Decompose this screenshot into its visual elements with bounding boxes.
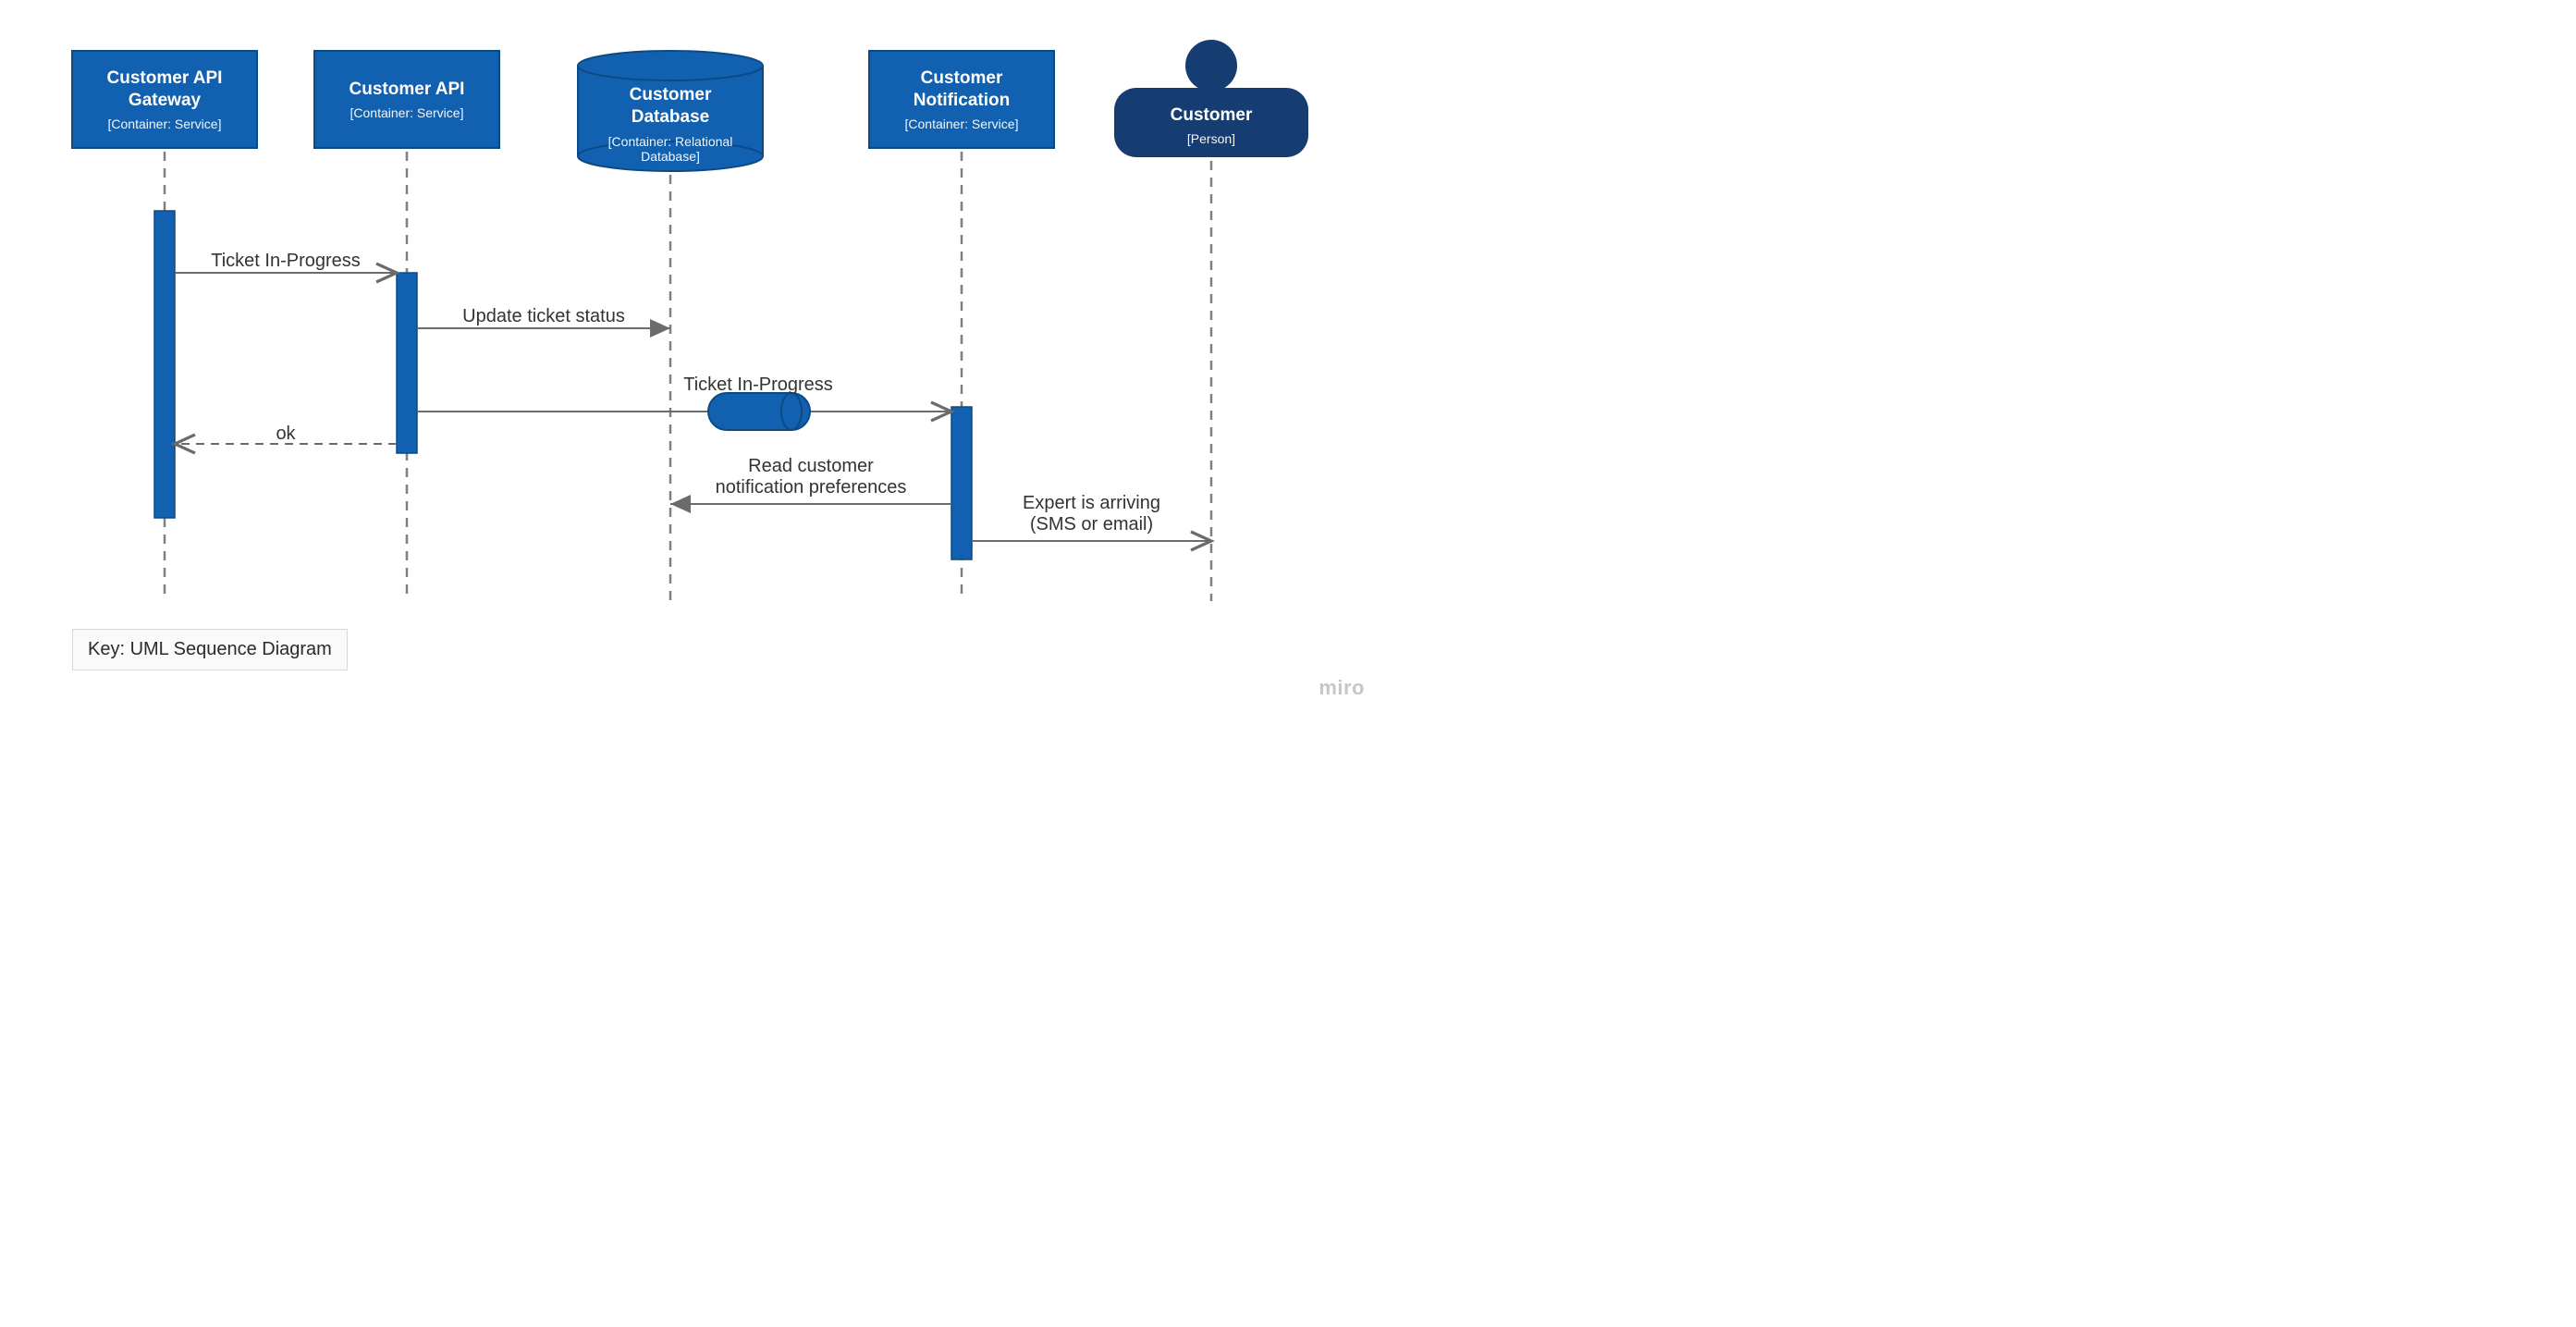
participant-subtitle: [Container: Service] — [83, 117, 246, 131]
participant-gw: Customer API Gateway [Container: Service] — [72, 51, 257, 148]
message-label: Update ticket status — [462, 306, 625, 327]
participant-api: Customer API [Container: Service] — [314, 51, 499, 148]
participant-title: Customer Database — [589, 84, 752, 129]
key-label: Key: UML Sequence Diagram — [88, 639, 332, 659]
message-label: Read customer notification preferences — [716, 456, 907, 498]
participant-subtitle: [Container: Relational Database] — [589, 134, 752, 164]
participant-subtitle: [Person] — [1125, 131, 1297, 146]
participant-db: Customer Database [Container: Relational … — [578, 77, 763, 171]
key-legend: Key: UML Sequence Diagram — [72, 629, 348, 670]
message-label: ok — [276, 424, 295, 445]
participant-title: Customer API — [325, 79, 488, 101]
participant-title: Customer Notification — [880, 68, 1043, 112]
sequence-diagram: Customer API Gateway [Container: Service]… — [0, 0, 1387, 715]
participant-cust: Customer [Person] — [1114, 93, 1308, 157]
message-label: Expert is arriving (SMS or email) — [1023, 493, 1160, 535]
message-label: Ticket In-Progress — [683, 375, 833, 396]
message-label: Ticket In-Progress — [211, 251, 361, 272]
watermark: miro — [1319, 676, 1365, 700]
participant-title: Customer API Gateway — [83, 68, 246, 112]
participant-subtitle: [Container: Service] — [325, 105, 488, 120]
participant-notif: Customer Notification [Container: Service… — [869, 51, 1054, 148]
participant-subtitle: [Container: Service] — [880, 117, 1043, 131]
participant-title: Customer — [1125, 104, 1297, 127]
